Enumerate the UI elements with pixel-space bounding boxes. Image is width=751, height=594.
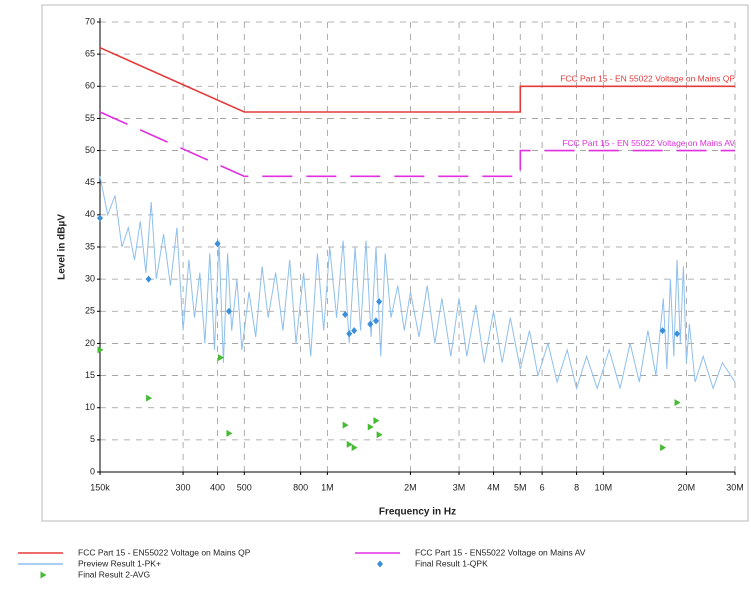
series-line <box>99 176 736 391</box>
y-tick-label: 45 <box>85 177 95 187</box>
avg-marker <box>218 354 225 362</box>
series-line <box>99 46 735 113</box>
y-tick-label: 25 <box>85 306 95 316</box>
qpk-marker <box>367 320 374 328</box>
avg-marker <box>373 417 380 425</box>
avg-marker <box>146 394 153 402</box>
qpk-marker <box>659 327 666 335</box>
y-tick-label: 60 <box>85 81 95 91</box>
legend-label: Preview Result 1-PK+ <box>78 558 161 568</box>
legend-label: Final Result 2-AVG <box>78 569 150 579</box>
y-tick-label: 70 <box>85 16 95 26</box>
x-tick-label: 500 <box>237 482 252 492</box>
qpk-marker <box>376 298 383 306</box>
qpk-marker <box>674 330 681 338</box>
avg-marker <box>367 423 374 431</box>
x-tick-label: 6 <box>540 482 545 492</box>
avg-marker <box>660 444 667 452</box>
qpk-marker <box>351 327 358 335</box>
legend-label: FCC Part 15 - EN55022 Voltage on Mains Q… <box>78 547 251 557</box>
y-axis-title: Level in dBµV <box>57 214 68 280</box>
avg-marker <box>97 346 104 354</box>
qpk-marker <box>372 317 379 325</box>
x-tick-label: 4M <box>487 482 500 492</box>
x-tick-label: 30M <box>726 482 744 492</box>
y-tick-label: 30 <box>85 274 95 284</box>
limit-annotation: FCC Part 15 - EN 55022 Voltage on Mains … <box>562 138 735 148</box>
y-tick-label: 10 <box>85 402 95 412</box>
avg-marker <box>376 431 383 439</box>
x-tick-label: 800 <box>293 482 308 492</box>
legend-label: Final Result 1-QPK <box>415 558 488 568</box>
avg-marker <box>342 421 349 429</box>
x-tick-label: 10M <box>595 482 613 492</box>
y-tick-label: 35 <box>85 241 95 251</box>
y-tick-label: 55 <box>85 113 95 123</box>
avg-marker <box>351 444 358 452</box>
x-tick-label: 1M <box>321 482 334 492</box>
x-tick-label: 300 <box>176 482 191 492</box>
avg-marker <box>40 571 47 579</box>
y-tick-label: 20 <box>85 338 95 348</box>
avg-marker <box>674 399 681 407</box>
x-axis-title: Frequency in Hz <box>379 507 456 518</box>
y-tick-label: 50 <box>85 145 95 155</box>
x-tick-label: 5M <box>514 482 527 492</box>
x-tick-label: 8 <box>574 482 579 492</box>
qpk-marker <box>145 275 152 283</box>
qpk-marker <box>377 560 383 568</box>
qpk-marker <box>346 330 353 338</box>
y-tick-label: 65 <box>85 49 95 59</box>
legend-label: FCC Part 15 - EN55022 Voltage on Mains A… <box>415 547 586 557</box>
qpk-marker <box>97 214 103 222</box>
y-tick-label: 0 <box>90 466 95 476</box>
qpk-marker <box>214 240 221 248</box>
qpk-marker <box>342 311 349 318</box>
x-tick-label: 150k <box>90 482 110 492</box>
limit-annotation: FCC Part 15 - EN 55022 Voltage on Mains … <box>560 74 735 84</box>
series-line <box>99 111 735 178</box>
y-tick-label: 15 <box>85 370 95 380</box>
avg-marker <box>346 440 353 448</box>
qpk-marker <box>225 307 232 315</box>
chart-frame <box>41 4 749 522</box>
avg-marker <box>226 429 233 437</box>
x-tick-label: 400 <box>210 482 225 492</box>
x-tick-label: 20M <box>678 482 696 492</box>
x-tick-label: 3M <box>453 482 466 492</box>
y-tick-label: 40 <box>85 209 95 219</box>
x-tick-label: 2M <box>404 482 417 492</box>
y-tick-label: 5 <box>90 434 95 444</box>
